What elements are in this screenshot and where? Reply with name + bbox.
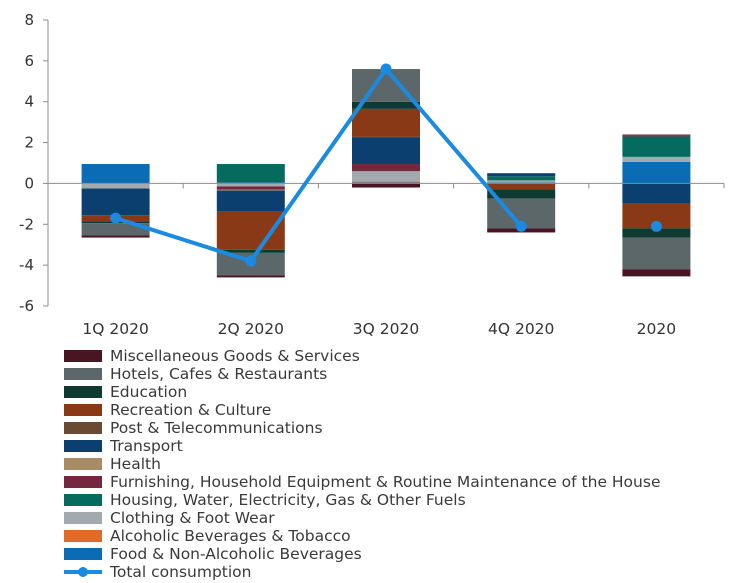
legend-label: Furnishing, Household Equipment & Routin… xyxy=(110,473,661,491)
legend-swatch xyxy=(64,386,102,398)
bar-segment xyxy=(487,183,556,190)
bar-segment xyxy=(622,134,691,136)
legend-label: Clothing & Foot Wear xyxy=(110,509,275,527)
legend-label: Total consumption xyxy=(110,563,252,581)
legend-swatch xyxy=(64,548,102,560)
bar-segment xyxy=(622,136,691,157)
y-tick-label: 6 xyxy=(24,52,34,70)
legend-swatch xyxy=(64,494,102,506)
legend-label: Transport xyxy=(110,437,183,455)
bar-segment xyxy=(81,164,150,184)
bar-segment xyxy=(622,161,691,184)
bar-segment xyxy=(216,164,285,183)
legend-item: Recreation & Culture xyxy=(64,401,744,419)
legend-label: Post & Telecommunications xyxy=(110,419,323,437)
bar-segment xyxy=(622,237,691,270)
x-tick-label: 2Q 2020 xyxy=(218,320,284,338)
legend-swatch xyxy=(64,476,102,488)
total-consumption-point xyxy=(515,220,527,232)
legend-item: Total consumption xyxy=(64,563,744,581)
chart-svg: 8 6 4 2 0 -2 -4 -6 1Q 2020 2Q 2020 3Q 2020 4Q 2020 2… xyxy=(19,11,725,338)
bar-segment xyxy=(216,275,285,278)
legend-item: Transport xyxy=(64,437,744,455)
bar-segment xyxy=(216,190,285,212)
bar-segment xyxy=(487,173,556,177)
legend-swatch xyxy=(64,404,102,416)
legend-item: Hotels, Cafes & Restaurants xyxy=(64,365,744,383)
legend-swatch xyxy=(64,350,102,362)
legend-swatch xyxy=(64,530,102,542)
legend-item: Alcoholic Beverages & Tobacco xyxy=(64,527,744,545)
legend-item: Miscellaneous Goods & Services xyxy=(64,347,744,365)
bar-segment xyxy=(352,182,420,184)
bar-segment xyxy=(216,249,285,253)
x-tick-label: 3Q 2020 xyxy=(353,320,419,338)
bar-segment xyxy=(352,101,420,109)
legend-swatch xyxy=(64,440,102,452)
chart-area: 8 6 4 2 0 -2 -4 -6 1Q 2020 2Q 2020 3Q 2020 4Q 2020 2… xyxy=(19,11,725,338)
total-consumption-point xyxy=(380,63,392,75)
y-tick-label: 8 xyxy=(24,11,34,29)
legend-line-marker xyxy=(64,566,102,578)
bar-segment xyxy=(352,137,420,165)
legend-swatch xyxy=(64,368,102,380)
bar-segment xyxy=(487,182,556,184)
bar-segment xyxy=(487,180,556,183)
legend-item: Post & Telecommunications xyxy=(64,419,744,437)
bar-segment xyxy=(216,186,285,190)
legend-swatch xyxy=(64,422,102,434)
bar-segment xyxy=(622,135,691,137)
legend-label: Alcoholic Beverages & Tobacco xyxy=(110,527,351,545)
bar-segment xyxy=(352,108,420,137)
bar-segment xyxy=(352,181,420,183)
legend-label: Health xyxy=(110,455,161,473)
y-tick-label: 4 xyxy=(24,93,34,111)
bar-segment xyxy=(81,188,150,216)
legend-label: Hotels, Cafes & Restaurants xyxy=(110,365,328,383)
bar-segment xyxy=(622,228,691,238)
total-consumption-point xyxy=(650,220,662,232)
legend-label: Miscellaneous Goods & Services xyxy=(110,347,360,365)
x-tick-label: 2020 xyxy=(637,320,676,338)
legend: Miscellaneous Goods & Services Hotels, Ca… xyxy=(64,347,744,581)
y-tick-label: -4 xyxy=(19,256,34,274)
legend-label: Education xyxy=(110,383,188,401)
total-consumption-point xyxy=(110,212,122,224)
total-consumption-line xyxy=(114,67,523,264)
legend-label: Housing, Water, Electricity, Gas & Other… xyxy=(110,491,466,509)
y-tick-label: 0 xyxy=(24,174,34,192)
y-tick-label: -6 xyxy=(19,297,34,315)
bar-segment xyxy=(81,183,150,189)
x-tick-label: 1Q 2020 xyxy=(82,320,148,338)
bar-segment xyxy=(352,136,420,138)
legend-item: Housing, Water, Electricity, Gas & Other… xyxy=(64,491,744,509)
bar-segment xyxy=(81,235,150,238)
bar-segment xyxy=(81,223,150,236)
y-tick-label: 2 xyxy=(24,134,34,152)
total-consumption-point xyxy=(245,255,257,267)
bar-segment xyxy=(216,183,285,187)
bar-segment xyxy=(216,182,285,184)
legend-item: Health xyxy=(64,455,744,473)
bar-segment xyxy=(487,189,556,199)
legend-item: Education xyxy=(64,383,744,401)
bar-segment xyxy=(622,269,691,277)
legend-label: Recreation & Culture xyxy=(110,401,272,419)
bar-segment xyxy=(216,189,285,191)
legend-swatch xyxy=(64,512,102,524)
x-tick-label: 4Q 2020 xyxy=(488,320,554,338)
bar-segment xyxy=(487,176,556,181)
legend-label: Food & Non-Alcoholic Beverages xyxy=(110,545,362,563)
legend-item: Furnishing, Household Equipment & Routin… xyxy=(64,473,744,491)
legend-item: Clothing & Foot Wear xyxy=(64,509,744,527)
legend-swatch xyxy=(64,458,102,470)
bar-segment xyxy=(622,183,691,204)
bar-segment xyxy=(352,183,420,188)
legend-item: Food & Non-Alcoholic Beverages xyxy=(64,545,744,563)
bar-segment xyxy=(622,156,691,162)
y-tick-label: -2 xyxy=(19,215,34,233)
bar-segment xyxy=(352,164,420,172)
bar-segment xyxy=(352,171,420,182)
